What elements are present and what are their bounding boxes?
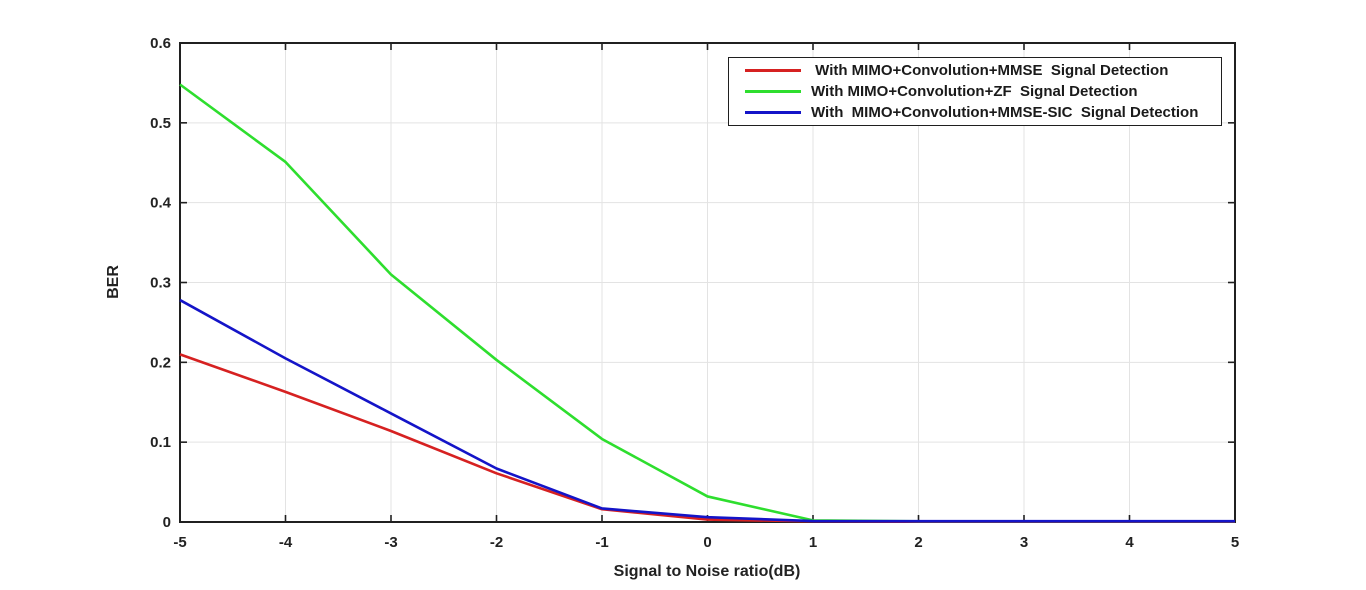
legend-item-mmse-sic: With MIMO+Convolution+MMSE-SIC Signal De… [745, 102, 1221, 123]
x-tick-label: 0 [703, 534, 711, 551]
y-tick-label: 0.3 [150, 275, 171, 292]
x-tick-label: -3 [384, 534, 397, 551]
x-tick-label: 1 [809, 534, 817, 551]
legend-item-label: With MIMO+Convolution+MMSE Signal Detect… [811, 62, 1169, 79]
legend-line-swatch-zf [745, 90, 801, 93]
x-axis-label: Signal to Noise ratio(dB) [614, 563, 801, 580]
x-tick-label: 4 [1125, 534, 1134, 551]
x-tick-label: -4 [279, 534, 293, 551]
x-tick-label: -5 [173, 534, 186, 551]
y-tick-label: 0.6 [150, 35, 171, 52]
y-tick-label: 0.5 [150, 115, 171, 132]
legend-item-zf: With MIMO+Convolution+ZF Signal Detectio… [745, 81, 1221, 102]
legend-item-label: With MIMO+Convolution+ZF Signal Detectio… [811, 83, 1138, 100]
y-tick-label: 0.1 [150, 434, 171, 451]
legend-item-label: With MIMO+Convolution+MMSE-SIC Signal De… [811, 104, 1199, 121]
x-tick-label: -2 [490, 534, 503, 551]
y-tick-label: 0 [163, 514, 171, 531]
x-tick-label: 2 [914, 534, 922, 551]
series-line-2 [179, 298, 1235, 523]
x-tick-label: 3 [1020, 534, 1028, 551]
y-tick-labels: 0 0.1 0.2 0.3 0.4 0.5 0.6 [150, 35, 172, 531]
y-tick-label: 0.4 [150, 195, 172, 212]
y-axis-label: BER [105, 265, 122, 299]
series-lines [179, 83, 1235, 523]
x-tick-labels: -5 -4 -3 -2 -1 0 1 2 3 4 5 [173, 534, 1239, 551]
legend-box: With MIMO+Convolution+MMSE Signal Detect… [728, 57, 1222, 126]
x-tick-label: 5 [1231, 534, 1239, 551]
legend-line-swatch-mmse-sic [745, 111, 801, 114]
y-tick-label: 0.2 [150, 354, 171, 371]
legend-item-mmse: With MIMO+Convolution+MMSE Signal Detect… [745, 60, 1221, 81]
legend-line-swatch-mmse [745, 69, 801, 72]
x-tick-label: -1 [595, 534, 608, 551]
